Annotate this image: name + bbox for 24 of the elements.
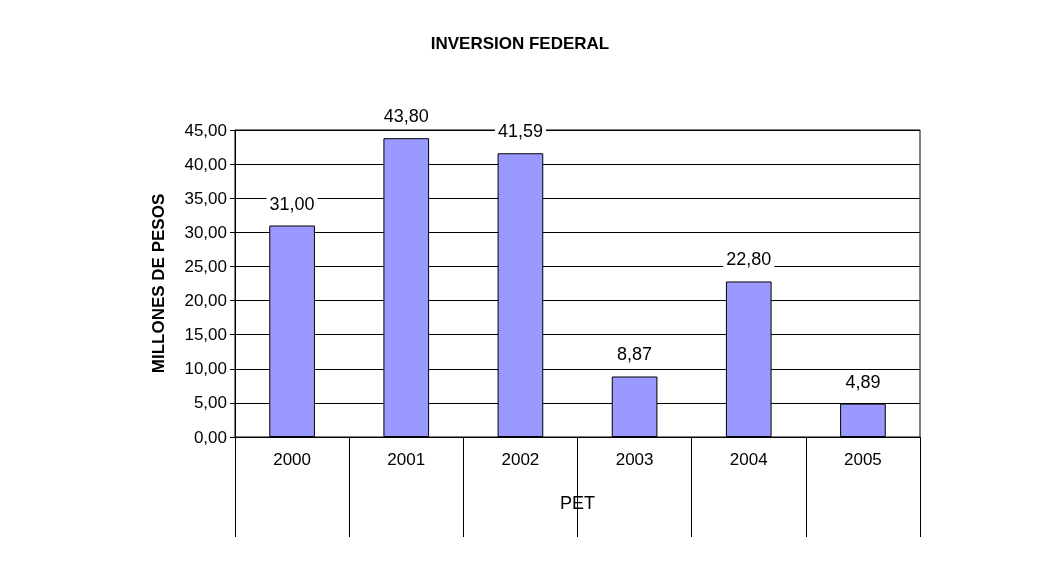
data-label: 43,80 — [383, 106, 429, 127]
y-tick-label: 5,00 — [193, 393, 227, 413]
y-axis-title: MILLONES DE PESOS — [149, 193, 168, 374]
y-tick-label: 10,00 — [184, 359, 227, 379]
data-label: 8,87 — [617, 344, 653, 365]
chart-title: INVERSION FEDERAL — [430, 34, 610, 53]
x-tick-label: 2004 — [729, 450, 768, 469]
data-label: 41,59 — [497, 121, 543, 142]
data-label: 4,89 — [845, 371, 881, 392]
x-tick-label: 2001 — [387, 450, 426, 469]
y-tick-label: 30,00 — [184, 222, 227, 242]
y-tick-label: 15,00 — [184, 325, 227, 345]
data-label: 22,80 — [726, 249, 772, 270]
y-tick-label: 25,00 — [184, 256, 227, 276]
x-tick-label: 2002 — [501, 450, 540, 469]
y-tick-label: 20,00 — [184, 291, 227, 311]
y-tick-label: 45,00 — [184, 120, 227, 140]
x-tick-label: 2000 — [273, 450, 311, 469]
x-tick-label: 2003 — [615, 450, 654, 469]
y-tick-label: 35,00 — [184, 188, 227, 208]
x-tick-label: 2005 — [844, 450, 882, 469]
data-label: 31,00 — [269, 193, 315, 214]
y-tick-label: 0,00 — [193, 427, 227, 447]
y-tick-label: 40,00 — [184, 154, 227, 174]
